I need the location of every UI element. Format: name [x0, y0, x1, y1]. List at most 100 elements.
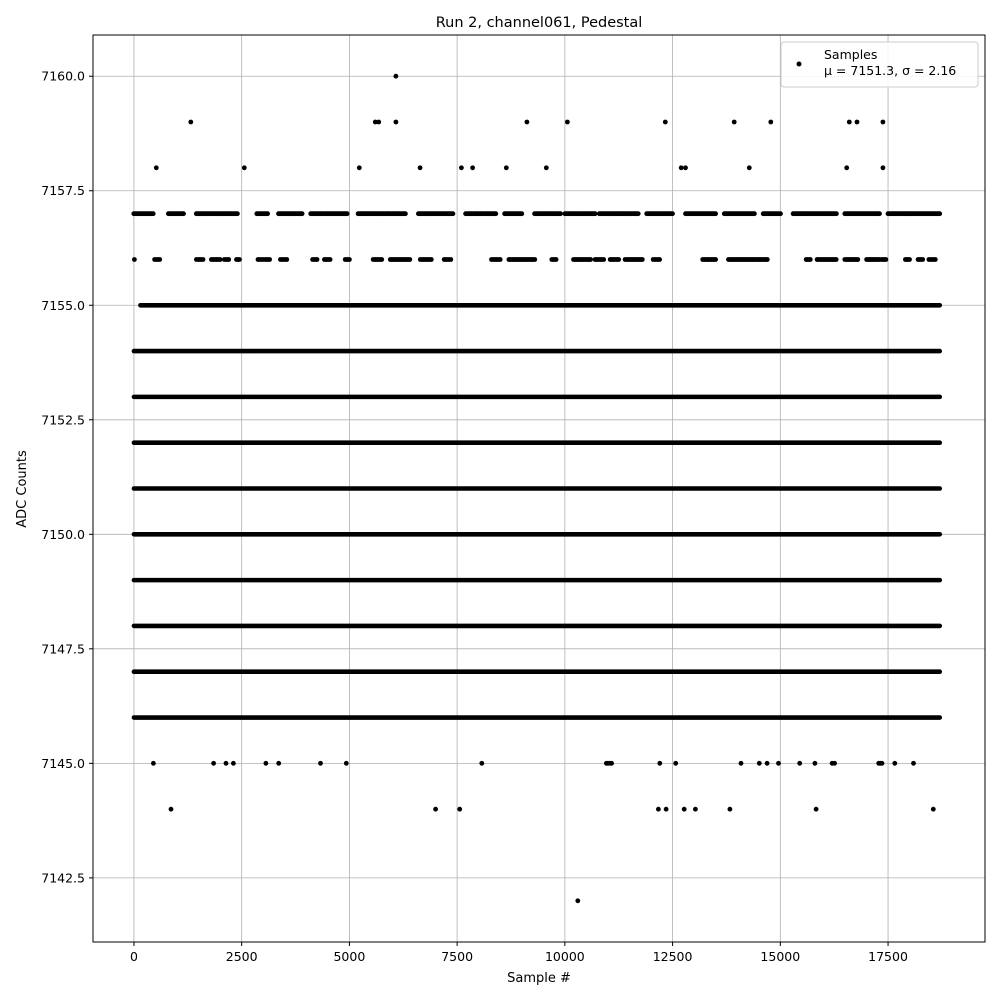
data-point: [393, 119, 399, 125]
data-point: [892, 760, 898, 766]
data-point: [565, 119, 570, 125]
data-point: [265, 211, 270, 217]
data-point: [235, 211, 240, 217]
data-point: [937, 211, 943, 217]
data-point: [524, 119, 530, 125]
data-point: [459, 165, 464, 171]
data-point: [932, 257, 938, 262]
data-point: [393, 73, 399, 79]
x-tick-label: 17500: [868, 949, 908, 964]
data-point: [663, 806, 669, 812]
axis-ticks: 0 2500 5000 7500 10000 12500 15000 17500 7142.5 7…: [41, 69, 908, 964]
data-point: [832, 760, 837, 766]
data-point: [200, 257, 206, 262]
data-point: [237, 257, 242, 262]
data-point: [833, 257, 839, 262]
data-point: [403, 211, 408, 217]
data-point: [854, 119, 860, 125]
data-point: [673, 760, 679, 766]
data-point: [588, 257, 593, 262]
data-point: [433, 806, 438, 812]
data-point: [844, 165, 850, 171]
data-point: [883, 257, 889, 262]
data-point: [764, 760, 770, 766]
x-tick-label: 15000: [760, 949, 800, 964]
data-point: [764, 257, 770, 262]
data-point: [241, 165, 247, 171]
data-point: [727, 806, 733, 812]
data-point: [150, 211, 156, 217]
x-tick-label: 12500: [653, 949, 693, 964]
data-point: [318, 760, 323, 766]
data-point: [558, 211, 563, 217]
data-point: [314, 257, 320, 262]
data-point: [657, 257, 662, 262]
data-point: [846, 119, 852, 125]
data-point: [448, 257, 454, 262]
y-tick-label: 7147.5: [41, 641, 85, 656]
data-point: [151, 760, 156, 766]
data-point: [713, 257, 718, 262]
data-point: [880, 165, 886, 171]
legend-label: Samples: [824, 47, 877, 62]
y-tick-label: 7145.0: [41, 756, 85, 771]
data-point: [834, 211, 839, 217]
data-point: [639, 257, 645, 262]
data-point: [428, 257, 434, 262]
y-tick-label: 7150.0: [41, 527, 85, 542]
data-point: [681, 806, 687, 812]
y-tick-label: 7160.0: [41, 69, 85, 84]
data-point: [756, 760, 762, 766]
data-point: [284, 257, 290, 262]
data-point: [226, 257, 232, 262]
data-point: [813, 806, 819, 812]
data-point: [807, 257, 813, 262]
data-point: [592, 211, 598, 217]
data-point: [457, 806, 463, 812]
x-tick-label: 10000: [545, 949, 585, 964]
data-point: [347, 257, 352, 262]
x-tick-label: 2500: [226, 949, 258, 964]
data-point: [880, 119, 886, 125]
data-points: [131, 73, 943, 904]
data-point: [609, 760, 614, 766]
data-point: [657, 760, 663, 766]
data-point: [379, 257, 385, 262]
data-point: [738, 760, 744, 766]
data-point: [231, 760, 236, 766]
data-point: [575, 898, 581, 904]
data-point: [797, 760, 803, 766]
data-point: [168, 806, 174, 812]
legend-stat-separator: ,: [894, 63, 902, 78]
x-tick-label: 0: [130, 949, 138, 964]
data-point: [877, 211, 882, 217]
legend-marker: [796, 61, 802, 67]
data-point: [153, 165, 159, 171]
legend: Samples μ = 7151.3, σ = 2.16: [780, 41, 979, 88]
data-point: [267, 257, 272, 262]
data-point: [299, 211, 305, 217]
data-point: [812, 760, 818, 766]
data-point: [678, 165, 684, 171]
data-point: [217, 257, 223, 262]
data-point: [778, 211, 783, 217]
data-point: [670, 211, 675, 217]
data-point: [450, 211, 456, 217]
data-point: [855, 257, 861, 262]
data-point: [372, 119, 378, 125]
data-point: [713, 211, 718, 217]
data-point: [683, 165, 688, 171]
data-point: [693, 806, 698, 812]
data-point: [532, 257, 538, 262]
data-point: [211, 760, 217, 766]
legend-stat-sigma: σ = 2.16: [902, 63, 956, 78]
data-point: [157, 257, 163, 262]
data-point: [879, 760, 885, 766]
data-point: [601, 257, 607, 262]
data-point: [276, 760, 282, 766]
data-point: [920, 257, 926, 262]
data-point: [503, 165, 509, 171]
